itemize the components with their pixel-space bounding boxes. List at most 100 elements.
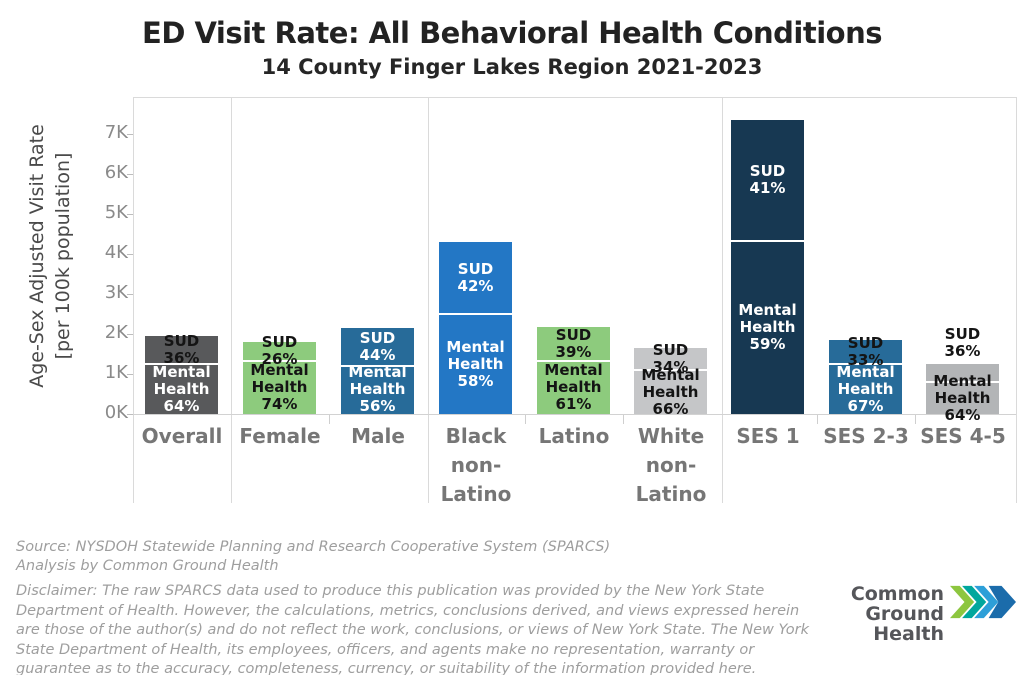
bar-ses-1: SUD 41% Mental Health 59% xyxy=(731,120,804,414)
mental-health-label: Mental Health 58% xyxy=(439,338,512,390)
mental-health-label: Mental Health 66% xyxy=(634,365,707,418)
bar-male: SUD 44% Mental Health 56% xyxy=(341,328,414,415)
category-label-ses-2-3: SES 2-3 xyxy=(817,422,915,451)
sud-label: SUD 41% xyxy=(731,163,804,197)
bar-ses-2-3: SUD 33% Mental Health 67% xyxy=(829,335,902,415)
y-tick-label: 1K xyxy=(104,362,128,383)
plot-top-border xyxy=(133,97,1016,98)
sud-label: SUD 39% xyxy=(537,327,610,361)
mental-health-label-line: Mental xyxy=(152,362,211,381)
y-axis-title-line: Age-Sex Adjusted Visit Rate xyxy=(26,123,48,388)
category-label-overall: Overall xyxy=(133,422,231,451)
sud-label-line: SUD xyxy=(261,333,298,352)
y-tick-label: 0K xyxy=(104,402,128,423)
category-label-line: Overall xyxy=(141,424,223,448)
category-label-line: Latino xyxy=(635,482,707,506)
sud-label: SUD 42% xyxy=(439,261,512,295)
sud-label: SUD 26% xyxy=(243,334,316,368)
category-label-line: Latino xyxy=(538,424,610,448)
category-boundary-tick xyxy=(914,415,916,424)
bar-white-non-latino: SUD 34% Mental Health 66% xyxy=(634,342,707,417)
sud-label-line: 26% xyxy=(261,350,298,369)
logo-chevrons-icon xyxy=(950,585,1016,619)
y-axis-title: Age-Sex Adjusted Visit Rate [per 100k pop… xyxy=(24,124,76,388)
category-label-line: Black xyxy=(445,424,507,448)
sud-label-line: SUD xyxy=(652,341,689,360)
source-line-1: Source: NYSDOH Statewide Planning and Re… xyxy=(16,539,611,555)
sud-label: SUD 33% xyxy=(829,335,902,369)
category-boundary-tick xyxy=(817,415,818,424)
segment-split-line xyxy=(731,239,804,242)
sud-label: SUD 36% xyxy=(926,326,999,360)
category-label-female: Female xyxy=(231,422,329,451)
category-label-line: SES 2-3 xyxy=(823,424,909,448)
mental-health-label-line: 61% xyxy=(555,395,592,413)
mental-health-label-line: Health xyxy=(739,317,796,336)
mental-health-label: Mental Health 56% xyxy=(341,364,414,415)
y-tick-mark xyxy=(127,254,133,255)
page-subtitle: 14 County Finger Lakes Region 2021-2023 xyxy=(261,55,763,79)
source-line-2: Analysis by Common Ground Health xyxy=(16,558,279,574)
category-boundary-tick xyxy=(525,415,526,424)
category-label-line: SES 4-5 xyxy=(920,424,1006,448)
sud-label-line: 36% xyxy=(163,349,200,368)
category-label-line: Latino xyxy=(440,482,512,506)
y-tick-label: 6K xyxy=(104,162,128,183)
y-tick-label: 4K xyxy=(104,242,128,263)
mental-health-label: Mental Health 64% xyxy=(926,371,999,424)
y-tick-mark xyxy=(127,174,133,175)
mental-health-label-line: Mental xyxy=(738,300,797,319)
logo-wordmark: Common Ground Health xyxy=(812,584,944,644)
y-tick-label: 7K xyxy=(104,122,128,143)
segment-split-line xyxy=(341,364,414,367)
sud-label-line: SUD xyxy=(847,334,884,353)
y-tick-mark xyxy=(127,134,133,135)
mental-health-label: Mental Health 64% xyxy=(145,362,218,415)
mental-health-label-line: 66% xyxy=(652,399,689,418)
bar-black-non-latino: SUD 42% Mental Health 58% xyxy=(439,242,512,414)
group-divider xyxy=(133,97,134,503)
mental-health-label-line: Health xyxy=(837,379,894,398)
sud-label-line: 42% xyxy=(457,277,494,296)
y-tick-mark xyxy=(127,414,133,415)
sud-label: SUD 36% xyxy=(145,333,218,367)
y-axis-title-line: [per 100k population] xyxy=(52,152,74,359)
sud-label-line: 39% xyxy=(555,343,592,362)
category-label-male: Male xyxy=(329,422,427,451)
mental-health-label-line: Health xyxy=(447,354,504,373)
segment-split-line xyxy=(439,313,512,316)
y-tick-mark xyxy=(127,214,133,215)
mental-health-label-line: 64% xyxy=(163,396,200,415)
sud-label-line: SUD xyxy=(555,326,592,345)
y-tick-label: 5K xyxy=(104,202,128,223)
mental-health-label-line: Health xyxy=(545,378,602,396)
category-label-black-non-latino: Black non- Latino xyxy=(427,422,525,509)
mental-health-label-line: Mental xyxy=(250,360,309,379)
category-label-line: non- xyxy=(645,453,697,477)
sud-label-line: SUD xyxy=(163,332,200,351)
sud-label-line: 44% xyxy=(359,345,396,364)
bar-female: SUD 26% Mental Health 74% xyxy=(243,334,316,414)
mental-health-label-line: 74% xyxy=(261,394,298,413)
category-label-ses-4-5: SES 4-5 xyxy=(914,422,1012,451)
sud-label-line: SUD xyxy=(457,260,494,279)
mental-health-label-line: Mental xyxy=(641,365,700,384)
mental-health-label: Mental Health 67% xyxy=(829,363,902,415)
mental-health-label-line: Health xyxy=(153,379,210,398)
mental-health-label-line: 58% xyxy=(457,371,494,390)
mental-health-label: Mental Health 74% xyxy=(243,360,316,413)
mental-health-label-line: 59% xyxy=(749,334,786,353)
disclaimer-text: Disclaimer: The raw SPARCS data used to … xyxy=(16,583,810,675)
mental-health-label-line: Health xyxy=(251,377,308,396)
group-divider xyxy=(231,97,232,503)
mental-health-label-line: Health xyxy=(642,382,699,401)
mental-health-label-line: Mental xyxy=(933,371,992,390)
y-tick-mark xyxy=(127,374,133,375)
sud-label: SUD 34% xyxy=(634,342,707,376)
sud-label-line: SUD xyxy=(944,325,981,343)
category-label-line: Male xyxy=(351,424,405,448)
segment-split-line xyxy=(634,369,707,372)
x-axis-line xyxy=(133,414,1016,415)
group-divider xyxy=(1016,97,1017,503)
